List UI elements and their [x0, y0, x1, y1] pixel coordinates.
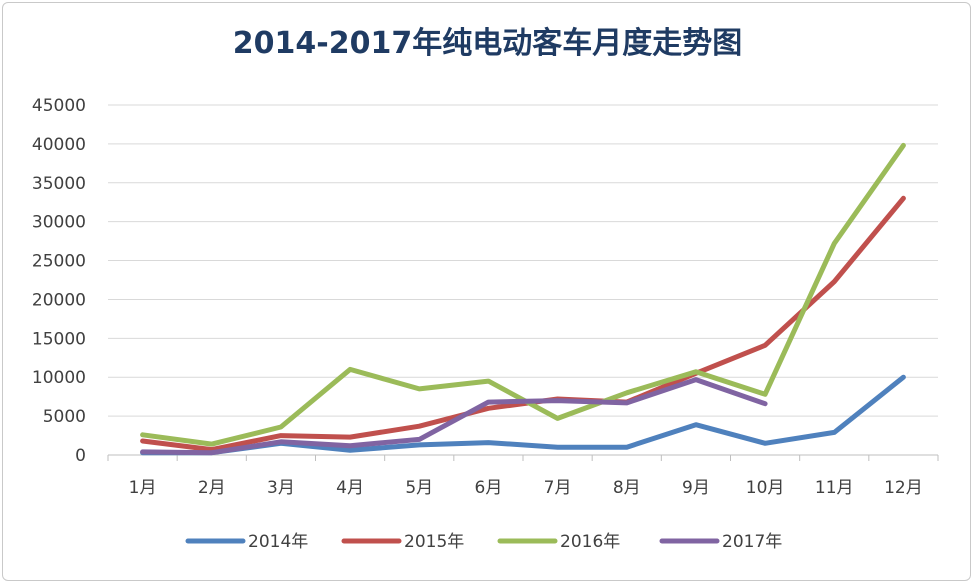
x-tick-label: 11月 [815, 478, 854, 498]
x-tick-label: 1月 [129, 478, 157, 498]
chart-title: 2014-2017年纯电动客车月度走势图 [232, 26, 743, 61]
legend-label: 2016年 [560, 532, 620, 552]
x-tick-label: 4月 [336, 478, 364, 498]
legend-label: 2014年 [248, 532, 308, 552]
y-tick-label: 15000 [32, 329, 86, 349]
y-tick-label: 0 [75, 446, 86, 466]
y-tick-label: 35000 [32, 174, 86, 194]
y-tick-label: 30000 [32, 213, 86, 233]
y-tick-label: 45000 [32, 96, 86, 116]
x-tick-label: 2月 [198, 478, 226, 498]
y-tick-label: 40000 [32, 135, 86, 155]
series-line-4 [140, 377, 768, 456]
y-tick-label: 5000 [43, 407, 86, 427]
y-tick-label: 25000 [32, 252, 86, 272]
series-line-2 [140, 195, 906, 453]
x-tick-label: 10月 [746, 478, 785, 498]
x-tick-label: 8月 [613, 478, 641, 498]
legend-label: 2017年 [722, 532, 782, 552]
x-tick-label: 3月 [267, 478, 295, 498]
x-tick-label: 5月 [405, 478, 433, 498]
x-tick-label: 9月 [682, 478, 710, 498]
x-tick-label: 7月 [544, 478, 572, 498]
y-tick-label: 20000 [32, 290, 86, 310]
y-tick-label: 10000 [32, 368, 86, 388]
legend-label: 2015年 [404, 532, 464, 552]
x-tick-label: 12月 [884, 478, 923, 498]
x-tick-label: 6月 [475, 478, 503, 498]
